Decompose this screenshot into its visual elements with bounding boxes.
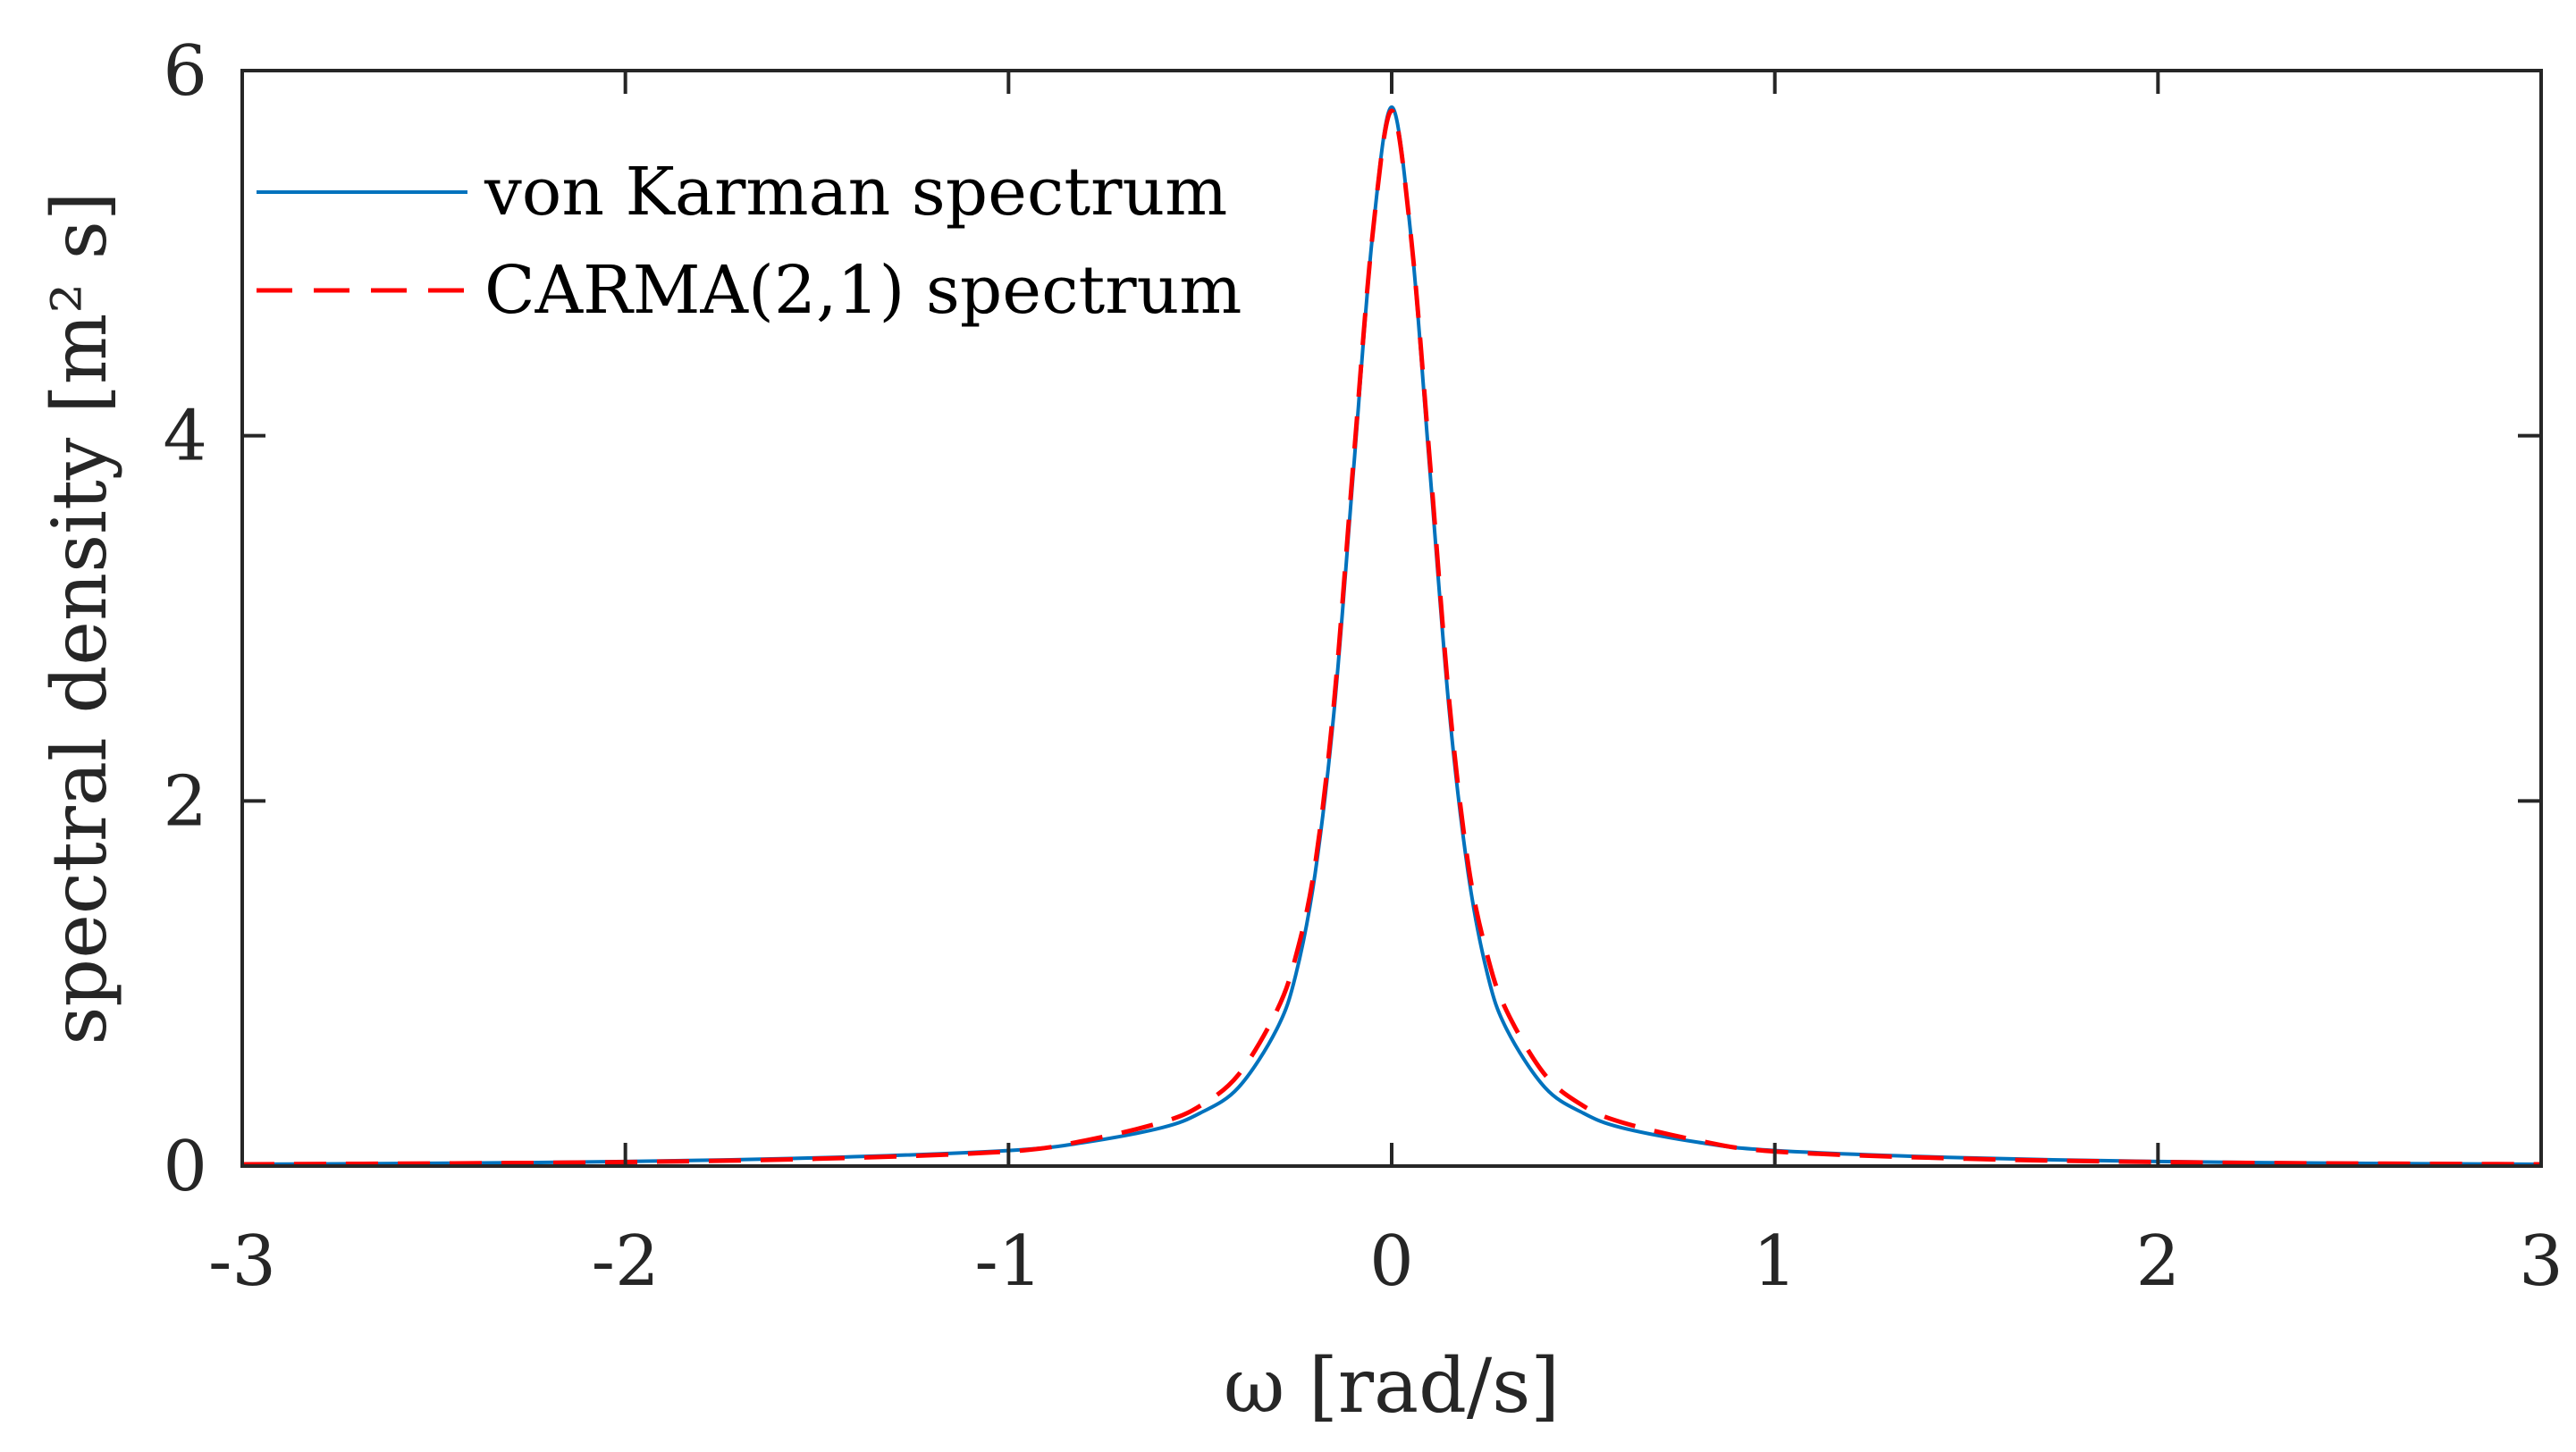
series-line-2 (241, 108, 2542, 1167)
y-axis-title: spectral density [m² s] (36, 191, 123, 1045)
x-tick-label: 3 (2519, 1221, 2563, 1302)
plot-area (242, 71, 2541, 1166)
x-tick-label: 0 (1369, 1221, 1414, 1302)
y-tick-label: 2 (163, 761, 207, 842)
x-tick-label: 2 (2136, 1221, 2181, 1302)
x-axis-title: ω [rad/s] (1224, 1342, 1560, 1430)
x-tick-label: -2 (592, 1221, 660, 1302)
ticks-layer (240, 69, 2543, 1168)
legend-label-1: von Karman spectrum (484, 154, 1227, 231)
x-tick-label: 1 (1753, 1221, 1797, 1302)
y-tick-label: 4 (163, 397, 207, 477)
legend: von Karman spectrum CARMA(2,1) spectrum (257, 154, 1242, 329)
y-tick-label: 0 (163, 1127, 207, 1207)
y-tick-label: 6 (163, 31, 207, 112)
legend-label-2: CARMA(2,1) spectrum (484, 252, 1242, 329)
x-tick-label: -1 (974, 1221, 1042, 1302)
x-tick-label: -3 (208, 1221, 276, 1302)
series-layer (241, 105, 2542, 1167)
tick-labels: -3 -2 -1 0 1 2 3 0 2 4 6 (163, 31, 2563, 1302)
